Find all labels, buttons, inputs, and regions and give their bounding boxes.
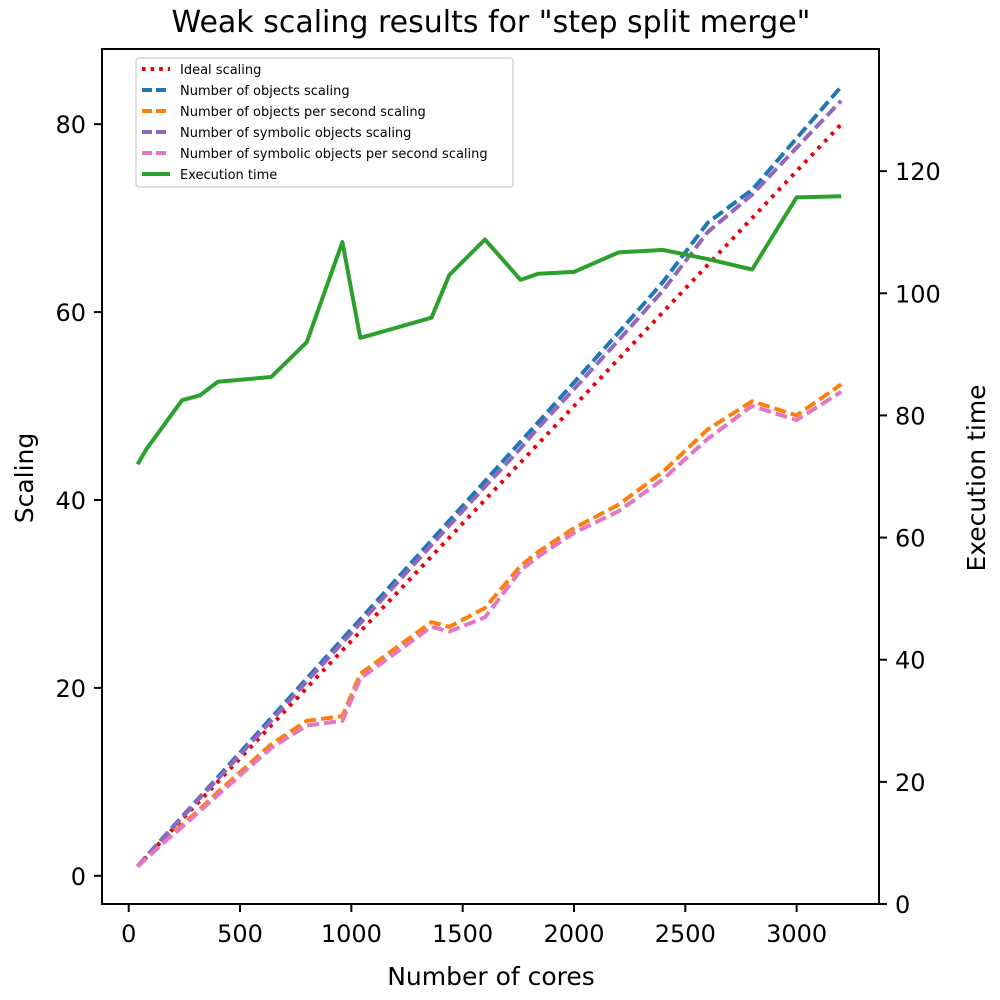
y-tick-label: 20	[55, 675, 86, 703]
y-tick-label: 40	[55, 487, 86, 515]
legend: Ideal scaling Number of objects scaling Nu…	[135, 57, 514, 188]
y2-tick-label: 0	[895, 891, 910, 919]
x-tick-label: 1000	[321, 920, 382, 948]
x-tick-label: 3000	[766, 920, 827, 948]
x-axis-title: Number of cores	[387, 962, 595, 991]
y2-axis-title: Execution time	[962, 384, 991, 571]
chart-title: Weak scaling results for "step split mer…	[172, 5, 811, 40]
legend-box	[135, 57, 514, 188]
axes: 0 500 1000 1500 2000 2500 3000 0 20 40 60 80 0 20 40 60…	[55, 48, 941, 948]
x-tick-label: 0	[121, 920, 136, 948]
legend-label-2: Number of objects scaling	[180, 84, 350, 99]
y2-tick-label: 120	[895, 158, 941, 186]
series-line-2	[136, 85, 843, 868]
series-line-4	[136, 99, 843, 868]
y2-tick-label: 100	[895, 280, 941, 308]
y2-tick-label: 40	[895, 647, 926, 675]
x-tick-label: 2000	[543, 920, 604, 948]
legend-label-3: Number of objects per second scaling	[180, 105, 426, 120]
legend-label-5: Number of symbolic objects per second sc…	[180, 147, 488, 162]
x-tick-label: 500	[217, 920, 263, 948]
x-tick-label: 2500	[655, 920, 716, 948]
legend-label-1: Ideal scaling	[180, 63, 261, 78]
legend-label-6: Execution time	[180, 168, 277, 183]
x-tick-label: 1500	[432, 920, 493, 948]
y2-tick-label: 20	[895, 769, 926, 797]
series-line-5	[136, 390, 843, 868]
series-line-3	[136, 382, 843, 868]
series-line-6	[135, 194, 842, 466]
y-axis-title: Scaling	[10, 433, 39, 524]
plot-frame	[101, 48, 880, 905]
y-tick-label: 0	[71, 863, 86, 891]
y2-tick-label: 80	[895, 402, 926, 430]
y2-tick-label: 60	[895, 525, 926, 553]
legend-label-4: Number of symbolic objects scaling	[180, 126, 411, 141]
y-tick-label: 80	[55, 111, 86, 139]
plot-area	[135, 85, 843, 868]
y-tick-label: 60	[55, 299, 86, 327]
series-line-1	[136, 122, 843, 868]
